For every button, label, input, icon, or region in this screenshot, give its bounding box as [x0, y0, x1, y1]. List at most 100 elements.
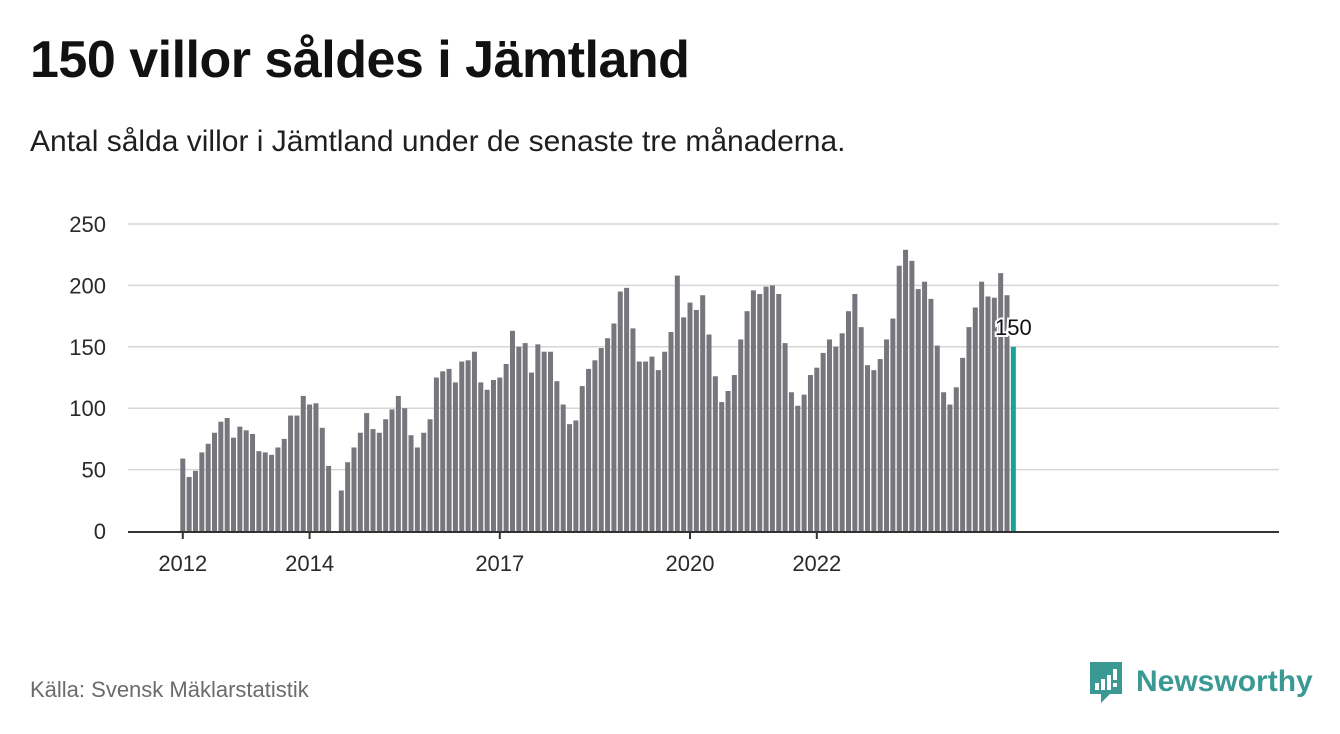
- brand-name: Newsworthy: [1136, 665, 1313, 698]
- bar: [915, 289, 921, 531]
- bar: [668, 332, 674, 531]
- bar: [960, 357, 966, 531]
- y-tick-label: 50: [82, 458, 106, 483]
- bar: [389, 409, 395, 531]
- bar: [687, 302, 693, 531]
- bar: [478, 382, 484, 531]
- bar: [224, 418, 230, 531]
- bar: [934, 345, 940, 531]
- bar: [719, 402, 725, 531]
- y-tick-label: 200: [69, 273, 106, 298]
- bar: [326, 465, 332, 531]
- x-tick-label: 2020: [666, 551, 715, 576]
- bar: [186, 476, 192, 531]
- bar: [858, 327, 864, 531]
- bar: [440, 371, 446, 531]
- x-tick-label: 2017: [475, 551, 524, 576]
- bar: [586, 368, 592, 531]
- highlight-value-label: 150: [995, 315, 1032, 340]
- bar: [237, 426, 243, 531]
- bar: [636, 361, 642, 531]
- bar: [180, 458, 186, 531]
- bar: [269, 454, 275, 531]
- bar: [700, 295, 706, 531]
- highlighted-bar: [1010, 346, 1016, 531]
- bar: [788, 392, 794, 531]
- bar: [617, 291, 623, 531]
- bar: [972, 307, 978, 531]
- bar: [338, 490, 344, 531]
- bar: [383, 419, 389, 531]
- bar: [408, 435, 414, 531]
- bar: [674, 275, 680, 531]
- bar: [509, 330, 515, 531]
- bar: [541, 351, 547, 531]
- source-note: Källa: Svensk Mäklarstatistik: [30, 677, 309, 702]
- bar: [522, 343, 528, 531]
- bar: [465, 360, 471, 531]
- bar: [281, 438, 287, 531]
- x-tick-label: 2014: [285, 551, 334, 576]
- bar: [877, 359, 883, 531]
- bar: [307, 404, 313, 531]
- bar: [624, 287, 630, 531]
- bar: [890, 318, 896, 531]
- bar: [846, 311, 851, 531]
- bar: [852, 294, 858, 531]
- bar: [452, 382, 458, 531]
- bar: [262, 452, 268, 531]
- bar: [693, 309, 699, 531]
- bar: [357, 432, 363, 531]
- newsworthy-logo-icon: [1090, 662, 1122, 703]
- bar: [421, 432, 427, 531]
- bar: [579, 386, 585, 531]
- bar: [414, 447, 420, 531]
- bar: [966, 327, 972, 531]
- bar: [205, 443, 211, 531]
- bar: [573, 420, 579, 531]
- bar: [795, 405, 801, 531]
- bar: [801, 394, 807, 531]
- y-tick-label: 150: [69, 335, 106, 360]
- bar: [250, 433, 256, 531]
- bar: [516, 346, 522, 531]
- bar: [300, 395, 306, 531]
- bar: [345, 462, 351, 531]
- bar: [1004, 295, 1010, 531]
- bar: [884, 339, 890, 531]
- bar: [820, 352, 826, 531]
- bar: [991, 297, 997, 531]
- bar: [256, 451, 262, 531]
- bar: [554, 381, 560, 531]
- bar: [490, 379, 496, 531]
- bar: [807, 375, 813, 531]
- bar: [649, 356, 655, 531]
- bar: [433, 377, 439, 531]
- bar: [275, 447, 281, 531]
- chart-title: 150 villor såldes i Jämtland: [30, 31, 690, 89]
- bar: [567, 424, 573, 531]
- bar: [459, 361, 465, 531]
- bar: [611, 323, 617, 531]
- y-tick-label: 250: [69, 212, 106, 237]
- bar: [833, 346, 839, 531]
- bar: [364, 413, 370, 531]
- bar: [243, 430, 249, 531]
- bar: [865, 365, 871, 531]
- bar: [484, 389, 490, 531]
- bar: [529, 372, 534, 531]
- bar: [319, 427, 325, 531]
- brand-logo: Newsworthy: [1088, 660, 1313, 704]
- bar: [769, 285, 775, 531]
- bar: [871, 370, 877, 531]
- y-tick-label: 0: [94, 519, 106, 544]
- bar: [535, 344, 541, 531]
- bar: [744, 311, 750, 531]
- bar: [395, 395, 401, 531]
- chart-subtitle: Antal sålda villor i Jämtland under de s…: [30, 125, 846, 158]
- bar: [294, 415, 300, 531]
- bar: [446, 368, 452, 531]
- bar: [199, 452, 205, 531]
- bar: [731, 375, 737, 531]
